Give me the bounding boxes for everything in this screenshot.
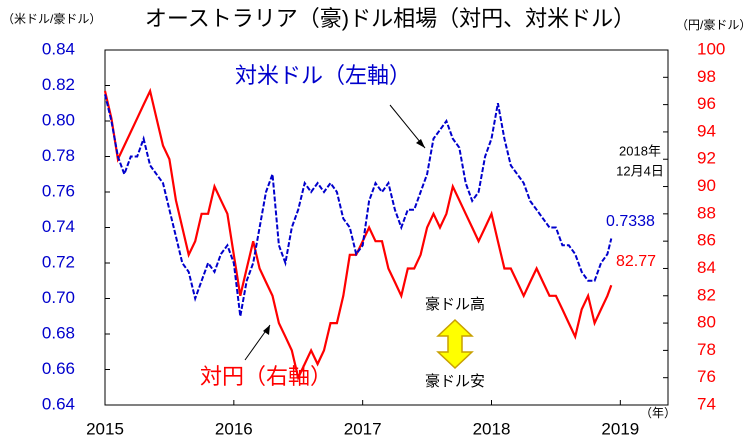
- y2-tick-label: 86: [697, 231, 716, 250]
- x-tick-label: 2017: [344, 419, 382, 438]
- series-label: 対米ドル（左軸）: [235, 63, 411, 88]
- y-tick-label: 0.84: [42, 39, 75, 58]
- y2-tick-label: 94: [697, 121, 716, 140]
- annotation: 豪ドル高: [425, 295, 485, 313]
- x-tick-label: 2015: [86, 419, 124, 438]
- x-tick-label: 2016: [215, 419, 253, 438]
- annotation: 2018年: [619, 143, 661, 158]
- y2-tick-label: 88: [697, 203, 716, 222]
- y-tick-label: 0.72: [42, 252, 75, 271]
- chart-title: オーストラリア（豪)ドル相場（対円、対米ドル）: [145, 6, 635, 31]
- x-axis-label: （年）: [640, 406, 676, 420]
- y-tick-label: 0.68: [42, 323, 75, 342]
- y2-tick-label: 74: [697, 394, 716, 413]
- annotation: 82.77: [616, 253, 656, 270]
- plot-frame: [104, 49, 669, 406]
- x-tick-label: 2019: [601, 419, 639, 438]
- series-line: [103, 87, 613, 382]
- double-arrow: [436, 318, 474, 370]
- y-tick-label: 0.74: [42, 217, 75, 236]
- arrow-head: [416, 139, 425, 148]
- y-tick-label: 0.82: [42, 75, 75, 94]
- y2-tick-label: 98: [697, 67, 716, 86]
- annotation: 0.7338: [606, 213, 655, 230]
- y-axis-label: （米ドル/豪ドル）: [2, 11, 101, 26]
- y-tick-label: 0.66: [42, 359, 75, 378]
- y2-tick-label: 80: [697, 313, 716, 332]
- y2-tick-label: 82: [697, 285, 716, 304]
- y-tick-label: 0.76: [42, 181, 75, 200]
- y2-tick-label: 76: [697, 367, 716, 386]
- y2-axis-label: （円/豪ドル）: [676, 17, 751, 32]
- annotation: 12月4日: [616, 163, 664, 178]
- series-line: [104, 94, 613, 317]
- y2-tick-label: 92: [697, 149, 716, 168]
- y-tick-label: 0.70: [42, 288, 75, 307]
- x-tick-label: 2018: [473, 419, 511, 438]
- y2-tick-label: 84: [697, 258, 716, 277]
- y2-tick-label: 96: [697, 94, 716, 113]
- y2-tick-label: 78: [697, 340, 716, 359]
- y-tick-label: 0.80: [42, 110, 75, 129]
- annotation: 豪ドル安: [425, 372, 485, 390]
- y2-tick-label: 90: [697, 176, 716, 195]
- y2-tick-label: 100: [697, 39, 725, 58]
- y-tick-label: 0.78: [42, 146, 75, 165]
- arrow-head: [263, 325, 270, 335]
- y-tick-label: 0.64: [42, 394, 75, 413]
- series-label: 対円（右軸）: [200, 364, 332, 389]
